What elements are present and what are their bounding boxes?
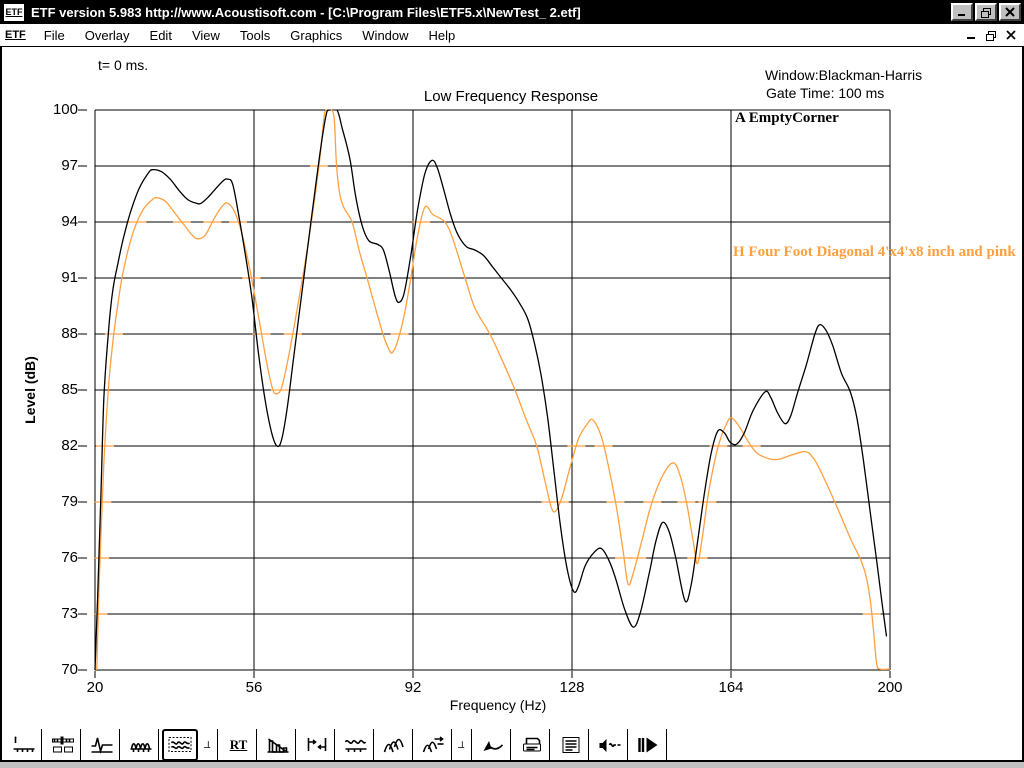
legend-series-a: A EmptyCorner — [735, 110, 839, 126]
play-icon — [637, 737, 657, 752]
notes-button[interactable] — [553, 729, 589, 761]
levels-button[interactable] — [45, 729, 81, 761]
humps-icon — [130, 742, 151, 752]
play-button[interactable] — [631, 729, 667, 761]
document-system-menu-icon[interactable]: ETF — [5, 29, 26, 41]
energy-decay-button[interactable] — [260, 729, 296, 761]
menu-item-view[interactable]: View — [191, 27, 220, 43]
close-icon — [1005, 7, 1015, 17]
smooth-icon — [344, 739, 366, 752]
marker-scale-button[interactable] — [6, 729, 42, 761]
x-tick-label: 20 — [86, 679, 104, 696]
minimize-icon — [958, 14, 965, 16]
time-marker-label: t= 0 ms. — [98, 57, 149, 73]
window-controls — [951, 3, 1021, 21]
menu-item-overlay[interactable]: Overlay — [84, 27, 130, 43]
frequency-response-button[interactable] — [123, 729, 159, 761]
waterfall-icon — [383, 738, 404, 752]
axis-corner-button[interactable] — [201, 729, 218, 761]
mdi-close-icon — [1006, 30, 1016, 40]
title-bar: ETF ETF version 5.983 http://www.Acousti… — [0, 0, 1024, 24]
y-tick-label: 70 — [61, 661, 78, 678]
chart-title: Low Frequency Response — [423, 88, 599, 105]
corner-icon — [203, 740, 211, 748]
mdi-close-button[interactable] — [1004, 28, 1018, 42]
y-tick-label: 91 — [61, 269, 78, 286]
mdi-restore-icon — [986, 30, 996, 41]
mdi-window-controls — [964, 28, 1018, 42]
rt-icon: RT — [229, 736, 248, 752]
menu-item-help[interactable]: Help — [428, 27, 456, 43]
mdi-restore-button[interactable] — [984, 28, 998, 42]
x-tick-label: 164 — [718, 679, 744, 696]
mdi-minimize-icon — [967, 37, 975, 39]
axis-corner-button-2[interactable] — [455, 729, 472, 761]
y-tick-label: 100 — [52, 101, 78, 118]
restore-icon — [981, 7, 991, 18]
x-tick-label: 56 — [245, 679, 263, 696]
legend-series-h: H Four Foot Diagonal 4'x4'x8 inch and pi… — [733, 244, 1016, 260]
app-icon-text: ETF — [5, 7, 23, 17]
corner-icon — [457, 740, 465, 748]
impulse-icon — [91, 737, 112, 754]
menu-item-tools[interactable]: Tools — [239, 27, 271, 43]
menu-item-edit[interactable]: Edit — [149, 27, 172, 43]
gate-time-label: Gate Time: 100 ms — [766, 85, 885, 101]
window-bottom-edge — [0, 762, 1024, 768]
gate-icon — [307, 737, 326, 751]
y-tick-label: 76 — [61, 549, 78, 566]
window-title: ETF version 5.983 http://www.Acoustisoft… — [31, 4, 581, 20]
waterfall-button[interactable] — [377, 729, 413, 761]
lowfreq-icon — [168, 737, 192, 752]
waterfall2-icon — [422, 735, 444, 752]
y-tick-label: 94 — [61, 213, 78, 230]
smoothed-response-button[interactable] — [338, 729, 374, 761]
y-tick-label: 79 — [61, 493, 78, 510]
chart-area: t= 0 ms. Window:Blackman-Harris Gate Tim… — [0, 47, 1024, 762]
close-button[interactable] — [999, 3, 1021, 21]
x-tick-label: 128 — [559, 679, 585, 696]
speaker-test-button[interactable] — [592, 729, 628, 761]
menu-items: File Overlay Edit View Tools Graphics Window He… — [34, 25, 466, 46]
window-frame-right — [1022, 47, 1024, 762]
y-tick-label: 85 — [61, 381, 78, 398]
levels-icon — [51, 736, 74, 752]
window-frame-bottom — [0, 760, 1024, 762]
print-icon — [522, 737, 541, 751]
marker-icon — [13, 736, 34, 752]
restore-button[interactable] — [975, 3, 997, 21]
speaker-icon — [599, 738, 620, 752]
menu-item-graphics[interactable]: Graphics — [290, 27, 343, 43]
impulse-response-button[interactable] — [84, 729, 120, 761]
minimize-button[interactable] — [951, 3, 973, 21]
notes-icon — [562, 736, 579, 753]
app-icon[interactable]: ETF — [3, 2, 25, 22]
menu-item-window[interactable]: Window — [362, 27, 409, 43]
x-tick-label: 92 — [404, 679, 422, 696]
menu-bar: ETF File Overlay Edit View Tools Graphics Wind… — [0, 24, 1024, 47]
x-tick-label: 200 — [877, 679, 903, 696]
x-axis-label: Frequency (Hz) — [449, 697, 547, 713]
pointer-icon — [483, 740, 503, 751]
y-tick-label: 97 — [61, 157, 78, 174]
y-tick-label: 88 — [61, 325, 78, 342]
toolbar: RT — [6, 729, 670, 761]
document-icon-text: ETF — [5, 29, 26, 41]
waterfall-settings-button[interactable] — [416, 729, 452, 761]
fft-window-label: Window:Blackman-Harris — [765, 67, 923, 83]
window-frame-left — [0, 47, 2, 762]
low-frequency-response-button[interactable] — [162, 729, 198, 761]
y-tick-label: 73 — [61, 605, 78, 622]
rt-button[interactable]: RT — [221, 729, 257, 761]
decay-icon — [267, 737, 288, 753]
mdi-minimize-button[interactable] — [964, 28, 978, 42]
menu-item-file[interactable]: File — [43, 27, 65, 43]
pointer-tool-button[interactable] — [475, 729, 511, 761]
response-plot — [78, 109, 891, 678]
print-button[interactable] — [514, 729, 550, 761]
y-tick-label: 82 — [61, 437, 78, 454]
gate-time-button[interactable] — [299, 729, 335, 761]
